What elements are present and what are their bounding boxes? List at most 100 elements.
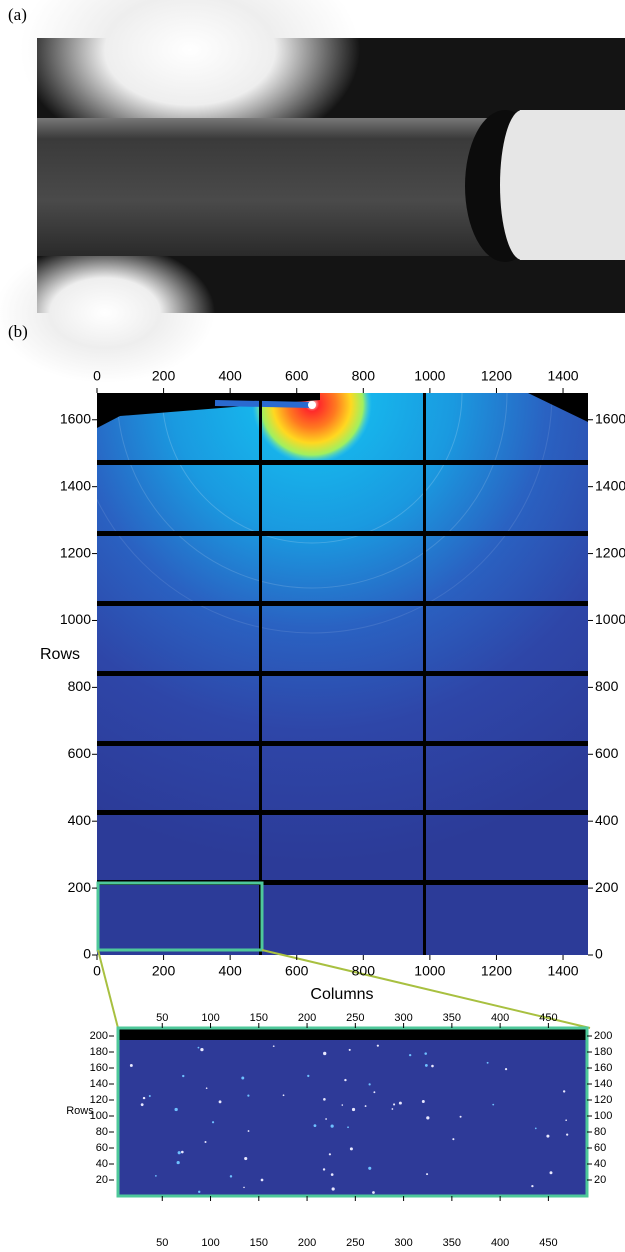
speck	[459, 1115, 462, 1118]
x-tick-label: 600	[285, 368, 309, 384]
speck	[211, 1121, 215, 1124]
speck	[486, 1061, 489, 1064]
y-tick-label: 200	[594, 1030, 612, 1042]
speck	[364, 1105, 367, 1107]
y-tick-label: 400	[595, 812, 619, 828]
speck	[421, 1100, 425, 1103]
speck	[531, 1184, 534, 1188]
speck	[200, 1047, 204, 1052]
speck	[260, 1178, 264, 1182]
x-tick-label: 150	[250, 1012, 268, 1024]
speck	[431, 1064, 434, 1068]
speck	[205, 1087, 208, 1090]
x-tick-label: 1200	[481, 963, 512, 979]
y-tick-label: 60	[594, 1142, 606, 1154]
speck	[155, 1175, 157, 1177]
speck	[368, 1166, 372, 1170]
y-tick-label: 180	[90, 1046, 108, 1058]
speck	[129, 1064, 133, 1067]
speck	[330, 1124, 334, 1128]
x-tick-label: 400	[218, 963, 242, 979]
x-tick-label: 450	[539, 1012, 557, 1024]
x-tick-label: 200	[152, 368, 176, 384]
axis-label: Columns	[310, 986, 373, 1003]
speck	[325, 1118, 327, 1120]
y-tick-label: 100	[594, 1110, 612, 1122]
speck	[376, 1044, 379, 1047]
speck	[323, 1098, 326, 1101]
x-tick-label: 1200	[481, 368, 512, 384]
y-tick-label: 1000	[595, 611, 625, 627]
x-tick-label: 50	[156, 1012, 168, 1024]
speck	[341, 1104, 344, 1106]
speck	[344, 1078, 347, 1082]
speck	[148, 1095, 151, 1098]
y-tick-label: 800	[595, 678, 619, 694]
speck	[204, 1140, 207, 1143]
speck	[323, 1051, 327, 1056]
x-tick-label: 1400	[547, 368, 578, 384]
speck	[307, 1074, 310, 1078]
y-tick-label: 600	[68, 745, 92, 761]
x-tick-label: 200	[152, 963, 176, 979]
speck	[373, 1091, 376, 1094]
x-tick-label: 0	[93, 963, 101, 979]
x-tick-label: 1000	[414, 963, 445, 979]
speck	[177, 1151, 181, 1155]
y-tick-label: 1200	[595, 544, 625, 560]
zoom-line	[261, 949, 591, 1029]
y-tick-label: 0	[83, 946, 91, 962]
speck	[424, 1064, 428, 1067]
speck	[492, 1103, 495, 1106]
y-tick-label: 0	[595, 946, 603, 962]
x-tick-label: 1000	[414, 368, 445, 384]
y-tick-label: 1000	[60, 611, 91, 627]
speck	[197, 1046, 200, 1049]
y-tick-label: 100	[90, 1110, 108, 1122]
speck	[348, 1048, 351, 1051]
speck	[549, 1171, 553, 1175]
photo	[0, 0, 625, 383]
speck	[282, 1094, 285, 1097]
speck	[349, 1147, 353, 1151]
y-tick-label: 600	[595, 745, 619, 761]
x-tick-label: 400	[491, 1012, 509, 1024]
x-tick-label: 250	[346, 1237, 364, 1249]
speck	[330, 1173, 334, 1176]
speck	[504, 1068, 508, 1071]
x-tick-label: 200	[298, 1237, 316, 1249]
x-tick-label: 200	[298, 1012, 316, 1024]
detector-image	[97, 393, 588, 955]
y-tick-label: 20	[96, 1174, 108, 1186]
y-tick-label: 800	[68, 678, 92, 694]
speck	[198, 1190, 201, 1194]
x-tick-label: 450	[539, 1237, 557, 1249]
speck	[142, 1096, 146, 1100]
speck	[391, 1108, 394, 1110]
x-tick-label: 1400	[547, 963, 578, 979]
speck	[322, 1168, 326, 1171]
speck	[180, 1150, 184, 1154]
speck	[351, 1107, 356, 1112]
speck	[565, 1119, 567, 1122]
panel-label: (b)	[8, 322, 28, 341]
speck	[174, 1107, 178, 1112]
y-tick-label: 80	[96, 1126, 108, 1138]
speck	[566, 1133, 569, 1136]
x-tick-label: 0	[93, 368, 101, 384]
speck	[534, 1127, 537, 1130]
y-tick-label: 160	[90, 1062, 108, 1074]
x-tick-label: 800	[352, 368, 376, 384]
speck	[408, 1053, 412, 1057]
speck	[368, 1083, 371, 1086]
speck	[328, 1153, 332, 1156]
y-tick-label: 160	[594, 1062, 612, 1074]
y-tick-label: 1600	[60, 410, 91, 426]
y-tick-label: 1600	[595, 410, 625, 426]
x-tick-label: 300	[394, 1237, 412, 1249]
x-tick-label: 250	[346, 1012, 364, 1024]
x-tick-label: 350	[443, 1237, 461, 1249]
speck	[243, 1186, 245, 1189]
y-tick-label: 120	[594, 1094, 612, 1106]
y-tick-label: 60	[96, 1142, 108, 1154]
